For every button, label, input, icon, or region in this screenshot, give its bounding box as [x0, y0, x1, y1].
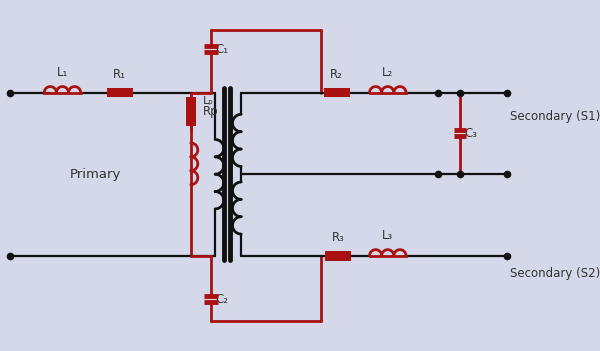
Text: R₁: R₁ — [113, 67, 126, 80]
Bar — [185, 97, 196, 126]
Text: Secondary (S1): Secondary (S1) — [510, 111, 600, 124]
Text: C₃: C₃ — [464, 127, 477, 140]
Text: C₁: C₁ — [215, 43, 228, 56]
Text: Lₚ: Lₚ — [203, 96, 214, 106]
Text: L₂: L₂ — [382, 66, 394, 79]
Text: L₁: L₁ — [57, 66, 68, 79]
Text: Rp: Rp — [203, 105, 218, 118]
Bar — [107, 88, 133, 98]
Text: Primary: Primary — [70, 168, 121, 181]
Bar — [323, 88, 350, 98]
Bar — [325, 251, 352, 260]
Text: R₃: R₃ — [332, 231, 345, 244]
Text: L₃: L₃ — [382, 229, 394, 242]
Text: C₂: C₂ — [215, 293, 228, 306]
Text: Secondary (S2): Secondary (S2) — [510, 267, 600, 280]
Text: R₂: R₂ — [330, 67, 343, 80]
